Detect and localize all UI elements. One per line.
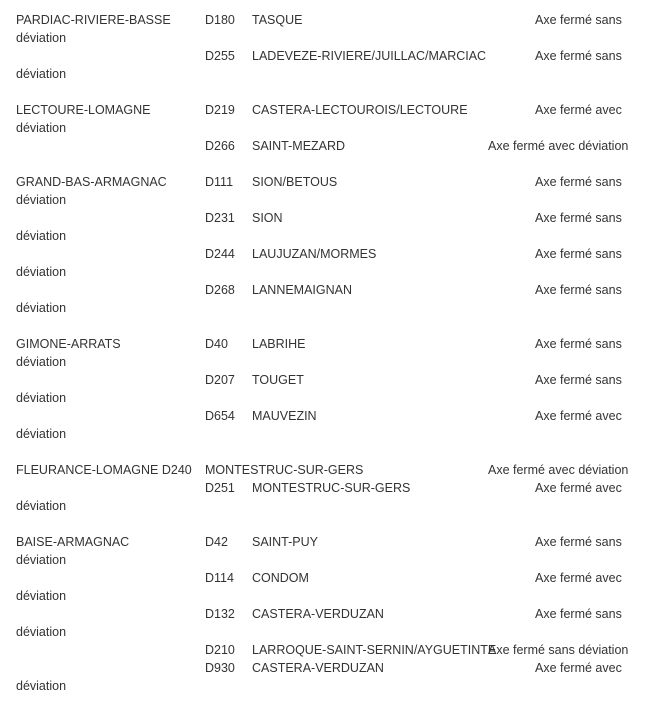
status-wrap: déviation: [16, 229, 67, 243]
place: MONTESTRUC-SUR-GERS: [252, 481, 411, 495]
status: Axe fermé avec déviation: [488, 139, 629, 153]
status: Axe fermé sans: [535, 13, 622, 27]
place: SION: [252, 211, 283, 225]
status-wrap: déviation: [16, 589, 67, 603]
canton: PARDIAC-RIVIERE-BASSE: [16, 13, 171, 27]
road-number: D114: [205, 571, 234, 585]
road-number: D251: [205, 481, 235, 495]
place: CASTERA-VERDUZAN: [252, 607, 384, 621]
place: MAUVEZIN: [252, 409, 317, 423]
place: LAUJUZAN/MORMES: [252, 247, 377, 261]
road-number: D268: [205, 283, 235, 297]
status: Axe fermé avec déviation: [488, 463, 629, 477]
status: Axe fermé sans déviation: [488, 643, 629, 657]
place: SAINT-PUY: [252, 535, 318, 549]
status-wrap: déviation: [16, 265, 67, 279]
place: CONDOM: [252, 571, 309, 585]
status: Axe fermé sans: [535, 247, 622, 261]
status: Axe fermé sans: [535, 373, 622, 387]
road-number: D132: [205, 607, 235, 621]
status-wrap: déviation: [16, 355, 67, 369]
status: Axe fermé sans: [535, 607, 622, 621]
place: TOUGET: [252, 373, 304, 387]
place: CASTERA-VERDUZAN: [252, 661, 384, 675]
status: Axe fermé sans: [535, 283, 622, 297]
road-number: D210: [205, 643, 235, 657]
status-wrap: déviation: [16, 121, 67, 135]
canton: GRAND-BAS-ARMAGNAC: [16, 175, 167, 189]
status-wrap: déviation: [16, 679, 67, 693]
status: Axe fermé avec: [535, 661, 622, 675]
status: Axe fermé sans: [535, 337, 622, 351]
road-number: D42: [205, 535, 228, 549]
road-number: D654: [205, 409, 235, 423]
place: CASTERA-LECTOUROIS/LECTOURE: [252, 103, 468, 117]
road-number: D180: [205, 13, 235, 27]
status-wrap: déviation: [16, 391, 67, 405]
place: LADEVEZE-RIVIERE/JUILLAC/MARCIAC: [252, 49, 487, 63]
status-wrap: déviation: [16, 499, 67, 513]
road-number: D244: [205, 247, 235, 261]
place: LANNEMAIGNAN: [252, 283, 353, 297]
status: Axe fermé sans: [535, 211, 622, 225]
place: TASQUE: [252, 13, 303, 27]
place: LARROQUE-SAINT-SERNIN/AYGUETINTE: [252, 643, 497, 657]
status-wrap: déviation: [16, 31, 67, 45]
status: Axe fermé sans: [535, 175, 622, 189]
status-wrap: déviation: [16, 625, 67, 639]
road-number: D930: [205, 661, 235, 675]
status-wrap: déviation: [16, 193, 67, 207]
status-wrap: déviation: [16, 553, 67, 567]
road-number: D266: [205, 139, 235, 153]
place: SION/BETOUS: [252, 175, 338, 189]
status: Axe fermé sans: [535, 535, 622, 549]
status-wrap: déviation: [16, 301, 67, 315]
status: Axe fermé avec: [535, 103, 622, 117]
canton: LECTOURE-LOMAGNE: [16, 103, 151, 117]
status: Axe fermé avec: [535, 409, 622, 423]
road-number: MONTESTRUC-SUR-GERS: [205, 463, 364, 477]
status: Axe fermé avec: [535, 571, 622, 585]
status-wrap: déviation: [16, 67, 67, 81]
road-number: D219: [205, 103, 235, 117]
road-number: D207: [205, 373, 235, 387]
status: Axe fermé avec: [535, 481, 622, 495]
canton: GIMONE-ARRATS: [16, 337, 121, 351]
status-wrap: déviation: [16, 427, 67, 441]
road-number: D40: [205, 337, 228, 351]
canton: BAISE-ARMAGNAC: [16, 535, 130, 549]
place: SAINT-MEZARD: [252, 139, 346, 153]
canton: FLEURANCE-LOMAGNE D240: [16, 463, 192, 477]
road-number: D255: [205, 49, 235, 63]
place: LABRIHE: [252, 337, 306, 351]
road-number: D231: [205, 211, 235, 225]
status: Axe fermé sans: [535, 49, 622, 63]
road-number: D111: [205, 175, 234, 189]
